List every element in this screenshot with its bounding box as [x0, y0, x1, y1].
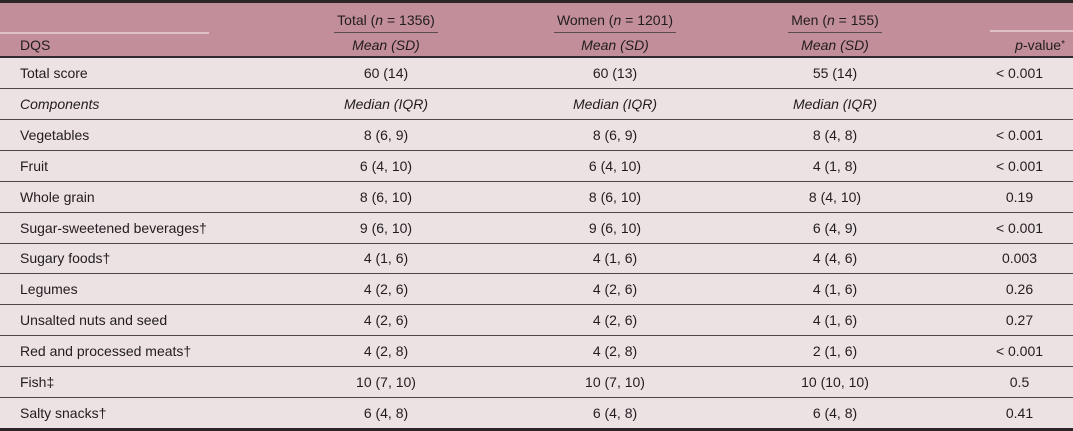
table-row: Total score 60 (14) 60 (13) 55 (14) < 0.… — [0, 58, 1073, 88]
header-subhead-row: DQS Mean (SD) Mean (SD) Mean (SD) p -valu… — [0, 33, 1073, 56]
cell-pvalue: 0.27 — [1005, 312, 1034, 329]
cell-pvalue: 0.41 — [1005, 405, 1034, 422]
table-row: Fruit 6 (4, 10) 6 (4, 10) 4 (1, 8) < 0.0… — [0, 149, 1073, 181]
row-label: Sugar-sweetened beverages† — [20, 219, 207, 236]
row-label: Total score — [20, 64, 88, 81]
cell-total: 6 (4, 8) — [363, 405, 409, 422]
header-group-women: Women (n = 1201) — [500, 3, 730, 33]
cell-total: 60 (14) — [363, 64, 409, 81]
table-header: Total (n = 1356) Women (n = 1201) Men (n… — [0, 3, 1073, 58]
row-label: Whole grain — [20, 188, 95, 205]
cell-women: 9 (6, 10) — [588, 219, 642, 236]
cell-pvalue: 0.5 — [1009, 374, 1030, 391]
header-group-men-label: Men (n = 155) — [788, 12, 882, 33]
cell-women: Median (IQR) — [572, 95, 658, 112]
cell-men: 4 (1, 8) — [812, 157, 858, 174]
cell-pvalue: 0.19 — [1005, 188, 1034, 205]
column-header-men-stat: Mean (SD) — [801, 36, 869, 53]
cell-men: Median (IQR) — [792, 95, 878, 112]
cell-pvalue: < 0.001 — [995, 219, 1044, 236]
cell-pvalue: < 0.001 — [995, 157, 1044, 174]
row-label: Salty snacks† — [20, 405, 107, 422]
cell-men: 6 (4, 8) — [812, 405, 858, 422]
table-row: Unsalted nuts and seed 4 (2, 6) 4 (2, 6)… — [0, 304, 1073, 335]
cell-total: 4 (2, 6) — [363, 312, 409, 329]
row-label: Unsalted nuts and seed — [20, 312, 168, 329]
header-group-total: Total (n = 1356) — [272, 3, 500, 33]
header-spanner-right-empty — [940, 3, 1073, 33]
cell-total: 9 (6, 10) — [359, 219, 413, 236]
cell-total: 8 (6, 9) — [363, 126, 409, 143]
header-group-men: Men (n = 155) — [730, 3, 940, 33]
table-row: Fish‡ 10 (7, 10) 10 (7, 10) 10 (10, 10) … — [0, 366, 1073, 397]
row-label: Components — [20, 95, 100, 112]
cell-men: 8 (4, 8) — [812, 126, 858, 143]
table-row: Legumes 4 (2, 6) 4 (2, 6) 4 (1, 6) 0.26 — [0, 273, 1073, 304]
cell-men: 10 (10, 10) — [801, 374, 869, 391]
header-group-women-label: Women (n = 1201) — [553, 12, 677, 33]
cell-women: 8 (6, 9) — [592, 126, 638, 143]
column-header-total-stat: Mean (SD) — [352, 36, 420, 53]
cell-total: 10 (7, 10) — [356, 374, 416, 391]
cell-pvalue: < 0.001 — [995, 343, 1044, 360]
table-row: Sugar-sweetened beverages† 9 (6, 10) 9 (… — [0, 211, 1073, 243]
header-spanner-empty — [0, 3, 272, 33]
cell-women: 10 (7, 10) — [585, 374, 645, 391]
row-label: Vegetables — [20, 126, 90, 143]
cell-men: 4 (4, 6) — [812, 250, 858, 267]
row-label: Fish‡ — [20, 374, 55, 391]
cell-total: 4 (1, 6) — [363, 250, 409, 267]
column-header-women-stat: Mean (SD) — [581, 36, 649, 53]
row-label: Legumes — [20, 281, 78, 298]
table-row: Sugary foods† 4 (1, 6) 4 (1, 6) 4 (4, 6)… — [0, 242, 1073, 274]
row-label: Red and processed meats† — [20, 343, 192, 360]
cell-pvalue: < 0.001 — [995, 64, 1044, 81]
table-row: Whole grain 8 (6, 10) 8 (6, 10) 8 (4, 10… — [0, 180, 1073, 212]
row-label: Fruit — [20, 157, 48, 174]
table-row: Components Median (IQR) Median (IQR) Med… — [0, 87, 1073, 119]
cell-men: 4 (1, 6) — [812, 312, 858, 329]
cell-pvalue: 0.26 — [1005, 281, 1034, 298]
cell-total: 8 (6, 10) — [359, 188, 413, 205]
header-group-total-label: Total (n = 1356) — [334, 12, 438, 33]
column-header-pvalue: p -value * — [1015, 36, 1065, 53]
cell-women: 4 (2, 6) — [592, 312, 638, 329]
header-spanner-row: Total (n = 1356) Women (n = 1201) Men (n… — [0, 3, 1073, 33]
cell-women: 4 (2, 6) — [592, 281, 638, 298]
table-row: Salty snacks† 6 (4, 8) 6 (4, 8) 6 (4, 8)… — [0, 397, 1073, 428]
cell-total: 6 (4, 10) — [359, 157, 413, 174]
cell-women: 4 (1, 6) — [592, 250, 638, 267]
row-label: Sugary foods† — [20, 250, 111, 267]
cell-men: 4 (1, 6) — [812, 281, 858, 298]
cell-total: 4 (2, 6) — [363, 281, 409, 298]
cell-men: 2 (1, 6) — [812, 343, 858, 360]
table-row: Red and processed meats† 4 (2, 8) 4 (2, … — [0, 335, 1073, 366]
cell-men: 55 (14) — [812, 64, 858, 81]
cell-total: 4 (2, 8) — [363, 343, 409, 360]
column-header-dqs: DQS — [20, 36, 51, 53]
cell-pvalue: 0.003 — [1001, 250, 1038, 267]
table-row: Vegetables 8 (6, 9) 8 (6, 9) 8 (4, 8) < … — [0, 118, 1073, 150]
cell-women: 4 (2, 8) — [592, 343, 638, 360]
cell-pvalue — [940, 89, 1073, 119]
cell-women: 60 (13) — [592, 64, 638, 81]
cell-men: 8 (4, 10) — [808, 188, 862, 205]
header-highlight-rule-left — [0, 32, 209, 34]
table-body: Total score 60 (14) 60 (13) 55 (14) < 0.… — [0, 58, 1073, 428]
cell-women: 6 (4, 10) — [588, 157, 642, 174]
cell-women: 8 (6, 10) — [588, 188, 642, 205]
cell-total: Median (IQR) — [343, 95, 429, 112]
cell-women: 6 (4, 8) — [592, 405, 638, 422]
cell-pvalue: < 0.001 — [995, 126, 1044, 143]
cell-men: 6 (4, 9) — [812, 219, 858, 236]
header-highlight-rule-right — [990, 30, 1073, 32]
